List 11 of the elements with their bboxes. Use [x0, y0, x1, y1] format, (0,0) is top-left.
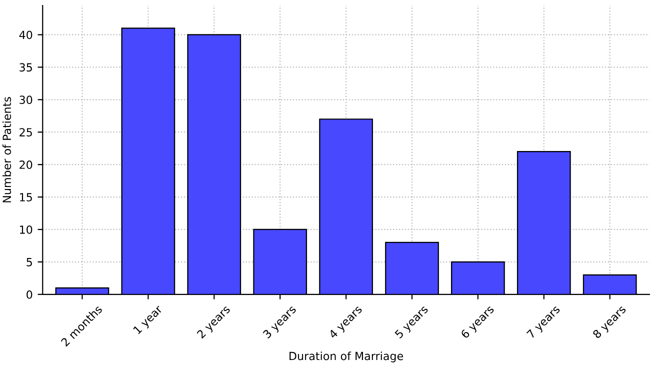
y-tick-label: 30 — [20, 96, 32, 104]
y-tick-label: 0 — [26, 290, 32, 299]
y-tick-label: 10 — [20, 225, 32, 234]
y-tick-label: 40 — [19, 30, 32, 40]
y-axis-title: Number of Patients — [2, 97, 12, 202]
y-tick-label: 15 — [20, 193, 32, 202]
y-tick-label: 5 — [26, 258, 32, 266]
y-tick-label: 20 — [20, 160, 32, 169]
x-axis-title: Duration of Marriage — [290, 352, 404, 362]
y-tick-label: 25 — [20, 128, 32, 136]
y-tick-label: 35 — [20, 63, 32, 72]
